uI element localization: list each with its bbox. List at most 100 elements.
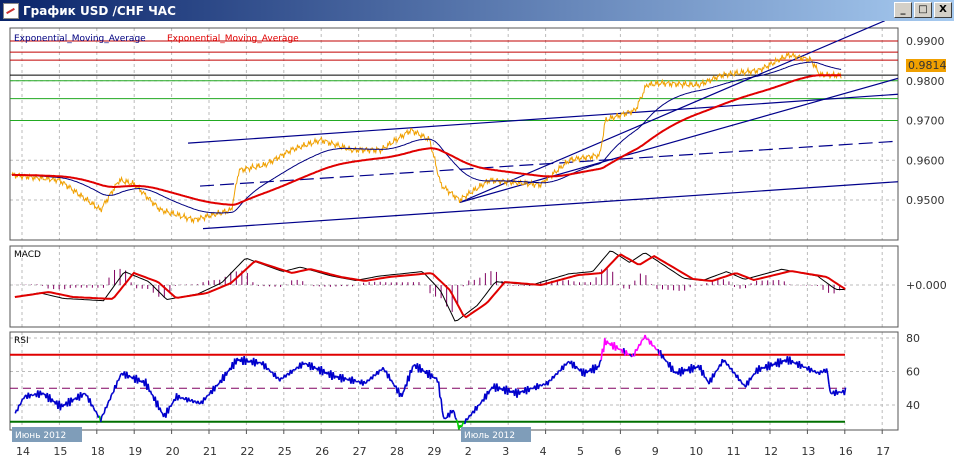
ema-fast-line [11, 61, 842, 214]
rsi-line-segment [791, 359, 795, 364]
rsi-line-segment [102, 412, 105, 415]
rsi-line-segment [171, 401, 174, 405]
x-axis-day-label: 22 [240, 445, 254, 458]
rsi-line-segment [618, 348, 621, 351]
rsi-line-segment [117, 377, 121, 382]
rsi-line-segment [653, 346, 657, 350]
rsi-line-segment [391, 381, 395, 385]
rsi-line-segment [22, 396, 26, 400]
rsi-line-segment [217, 382, 220, 385]
window-titlebar: График USD /CHF ЧАС _ □ X [0, 0, 954, 21]
rsi-line-segment [838, 390, 840, 393]
trendline [199, 140, 898, 187]
rsi-line-segment [41, 392, 45, 395]
rsi-line-segment [268, 369, 271, 373]
rsi-line-segment [181, 396, 185, 400]
x-axis-day-label: 29 [427, 445, 441, 458]
rsi-line-segment [258, 361, 261, 364]
price-axis-label: 0.9600 [906, 154, 945, 167]
rsi-line-segment [99, 415, 103, 423]
rsi-line-segment [607, 342, 610, 345]
rsi-line-segment [167, 405, 171, 414]
rsi-line-segment [547, 380, 550, 386]
rsi-line-segment [437, 381, 441, 398]
rsi-line-segment [408, 369, 412, 382]
rsi-line-segment [487, 390, 491, 395]
rsi-line-segment [30, 393, 33, 396]
rsi-title: RSI [14, 336, 29, 346]
legend-ema-fast: Exponential_Moving_Average [14, 34, 146, 44]
rsi-line-segment [800, 363, 804, 368]
rsi-line-segment [197, 400, 200, 405]
rsi-line-segment [704, 376, 708, 381]
rsi-line-segment [819, 370, 823, 373]
rsi-line-segment [454, 417, 458, 421]
rsi-line-segment [390, 379, 394, 383]
rsi-line-segment [715, 369, 718, 372]
rsi-line-segment [110, 392, 114, 396]
chart-area[interactable]: Exponential_Moving_Average Exponential_M… [0, 21, 954, 464]
rsi-line-segment [664, 359, 668, 363]
rsi-line-segment [105, 403, 109, 409]
legend-ema-slow: Exponential_Moving_Average [167, 34, 299, 44]
rsi-line-segment [556, 370, 560, 375]
rsi-line-segment [109, 394, 113, 401]
rsi-line-segment [727, 363, 731, 368]
x-axis-day-label: 21 [203, 445, 217, 458]
x-axis-day-label: 16 [839, 445, 853, 458]
rsi-line-segment [302, 362, 306, 366]
x-axis-day-label: 2 [465, 445, 472, 458]
ema-slow-line [11, 74, 842, 206]
x-axis-day-label: 5 [577, 445, 584, 458]
price-axis-label: 0.9900 [906, 35, 945, 48]
rsi-line-segment [671, 365, 675, 374]
price-axis-label: 0.9500 [906, 194, 945, 207]
rsi-line-segment [479, 401, 483, 405]
rsi-line-segment [628, 353, 632, 357]
rsi-line-segment [553, 374, 556, 379]
macd-panel[interactable] [9, 245, 899, 328]
rsi-line-segment [723, 359, 727, 363]
rsi-panel[interactable] [9, 331, 899, 431]
macd-signal-line [14, 253, 846, 319]
close-button[interactable]: X [934, 2, 952, 18]
rsi-line-segment [156, 400, 160, 411]
rsi-axis-label: 80 [906, 332, 920, 345]
rsi-line-segment [20, 398, 24, 403]
price-panel[interactable] [9, 27, 899, 241]
current-price-badge [906, 59, 946, 72]
rsi-line-segment [740, 381, 744, 385]
rsi-line-segment [107, 399, 110, 404]
rsi-line-segment [739, 378, 742, 382]
rsi-line-segment [663, 358, 666, 361]
rsi-line-segment [95, 410, 98, 415]
rsi-line-segment [80, 393, 84, 398]
rsi-line-segment [169, 403, 173, 408]
rsi-line-segment [541, 383, 544, 387]
x-axis-day-label: 10 [689, 445, 703, 458]
rsi-line-segment [402, 389, 406, 393]
price-axis-label: 0.9700 [906, 115, 945, 128]
rsi-line-segment [598, 361, 601, 368]
x-axis-day-label: 12 [764, 445, 778, 458]
rsi-line-segment [599, 359, 602, 362]
maximize-button[interactable]: □ [914, 2, 932, 18]
rsi-line-segment [115, 380, 119, 389]
rsi-line-segment [733, 371, 736, 375]
rsi-line-segment [466, 417, 470, 421]
trendline [188, 93, 898, 144]
rsi-line-segment [825, 368, 829, 375]
rsi-line-segment [280, 376, 283, 380]
rsi-line-segment [702, 369, 706, 378]
macd-title: MACD [14, 250, 41, 260]
rsi-line-segment [829, 391, 833, 395]
rsi-line-segment [444, 417, 447, 420]
rsi-line-segment [529, 387, 532, 390]
rsi-line-segment [478, 403, 481, 406]
rsi-line-segment [640, 338, 644, 342]
rsi-line-segment [441, 410, 445, 418]
trendline [202, 181, 898, 230]
minimize-button[interactable]: _ [894, 2, 912, 18]
rsi-line-segment [714, 370, 717, 373]
rsi-line-segment [92, 407, 96, 412]
